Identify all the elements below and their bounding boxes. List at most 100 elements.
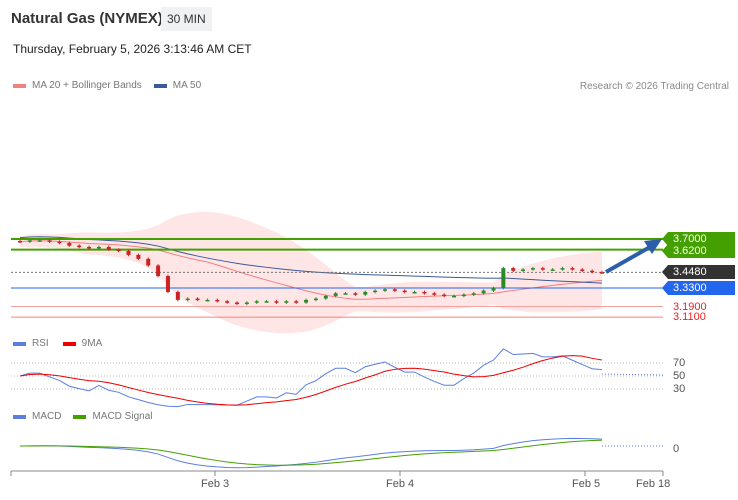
candle [471,293,476,295]
candle [67,242,72,246]
candle [491,287,496,291]
macd-tick-0: 0 [673,443,680,455]
candle [77,245,82,248]
x-tick-feb5: Feb 5 [572,478,601,490]
timeframe-button[interactable]: 30 MIN [161,7,212,31]
candle [540,268,545,270]
instrument-title: Natural Gas (NYMEX) [11,10,163,27]
candle [175,291,180,300]
resistance-tag-1: 3.7000 [662,232,735,246]
candle [264,301,269,303]
macd-signal-swatch [73,414,87,419]
x-tick-feb18: Feb 18 [636,478,671,490]
candle [402,290,407,293]
candle [422,291,427,294]
candle [37,240,42,242]
candle [323,295,328,299]
candle [530,268,535,270]
macd-line [19,437,603,469]
candle [205,299,210,302]
ma20-line [19,240,603,300]
forecast-arrow [605,245,651,274]
candle [294,301,299,303]
candle [432,293,437,295]
last-price-tag: 3.4480 [662,265,735,279]
candle [550,269,555,271]
legend-main: MA 20 + Bollinger Bands MA 50 [13,80,201,91]
legend-ma50: MA 50 [172,80,202,91]
candle [570,268,575,270]
forecast-arrowhead [644,239,662,254]
legend-rsi-ma-label: 9MA [81,338,103,349]
legend-rsi-label: RSI [32,338,49,349]
rsi-tick-30: 30 [673,383,686,395]
candle [580,269,585,271]
candle [57,241,62,244]
candle [392,289,397,291]
candle [106,246,111,250]
legend-macd-label: MACD [32,411,62,422]
support-label-2: 3.1100 [673,311,706,323]
candle [225,301,230,303]
candle [442,294,447,297]
candle [304,299,309,303]
rsi-ma-line [19,355,603,406]
candle [47,240,52,242]
candle [560,268,565,270]
rsi-line [19,348,603,408]
candle [521,269,526,271]
legend-ma20: MA 20 + Bollinger Bands [32,80,142,91]
candle [412,291,417,294]
candle [116,249,121,252]
rsi-tick-50: 50 [673,370,686,382]
candle [27,240,32,242]
legend-macd-signal-label: MACD Signal [92,411,153,422]
candle [235,302,240,305]
candle [382,289,387,291]
candle [244,302,249,305]
candle [363,291,368,295]
candle [18,240,22,243]
candle [353,293,358,295]
rsi-tick-70: 70 [673,357,686,369]
candle [87,246,92,249]
ma50-swatch [153,83,167,88]
x-tick-feb4: Feb 4 [386,478,415,490]
candle [452,295,457,298]
credit: Research © 2026 Trading Central [579,81,729,92]
candle [136,254,141,259]
candle [156,265,161,277]
rsi-projection [601,373,664,376]
candle [590,270,595,273]
x-tick-feb3: Feb 3 [201,478,230,490]
legend-rsi: RSI 9MA [13,338,102,349]
candle [96,246,101,249]
candle [373,290,378,293]
rsi-swatch [13,341,26,346]
candle [600,272,604,274]
candle [461,294,466,297]
candle [501,268,506,288]
timestamp: Thursday, February 5, 2026 3:13:46 AM CE… [13,42,252,56]
pivot-tag: 3.3300 [662,281,735,295]
candle [481,290,486,294]
candle [165,276,170,292]
candle [126,250,131,255]
macd-signal-line [19,439,603,466]
candle [274,301,279,303]
candle [333,293,338,296]
candle [185,298,190,301]
candle [511,268,516,271]
candle [254,301,259,303]
rsi-ma-swatch [62,341,76,346]
candle [215,299,220,302]
candle [343,293,348,295]
legend-macd: MACD MACD Signal [13,411,152,422]
ma20-swatch [13,83,26,88]
resistance-tag-2: 3.6200 [662,244,735,258]
macd-swatch [13,414,26,419]
candle [313,298,318,301]
support-label-1: 3.1900 [673,301,707,313]
